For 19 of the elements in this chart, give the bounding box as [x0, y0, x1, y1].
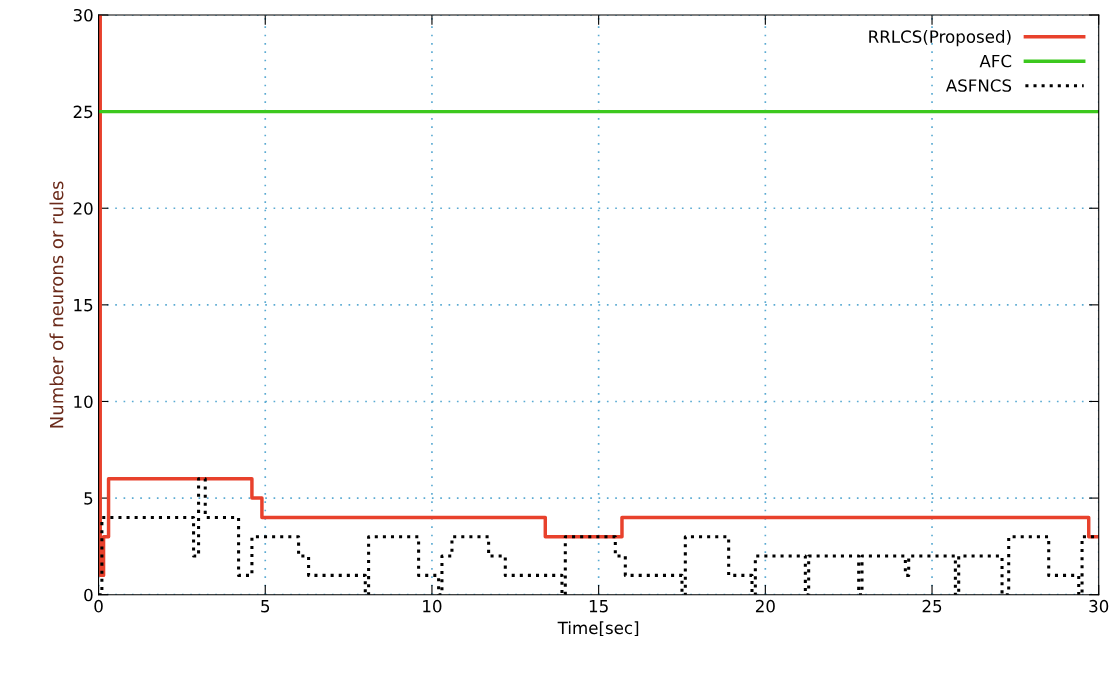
y-axis-title: Number of neurons or rules	[49, 181, 64, 428]
legend-label: AFC	[979, 54, 1012, 68]
x-tick-label: 15	[589, 600, 608, 613]
x-tick-label: 20	[755, 599, 775, 613]
legend-label: RRLCS(Proposed)	[869, 30, 1011, 47]
y-tick-label: 20	[73, 202, 93, 215]
y-tick-label: 0	[84, 588, 93, 602]
y-tick-label: 5	[84, 492, 93, 505]
x-tick-label: 30	[1089, 599, 1109, 613]
legend-label: ASFNCS	[945, 79, 1012, 92]
y-tick-label: 30	[73, 8, 93, 22]
x-tick-label: 25	[922, 599, 942, 613]
x-axis-title: Time[sec]	[557, 621, 639, 637]
x-tick-label: 5	[261, 600, 270, 613]
y-tick-label: 15	[74, 299, 93, 312]
x-tick-label: 10	[423, 599, 442, 613]
y-tick-label: 25	[73, 105, 93, 119]
x-tick-label: 0	[94, 599, 103, 613]
y-tick-label: 10	[74, 395, 93, 409]
